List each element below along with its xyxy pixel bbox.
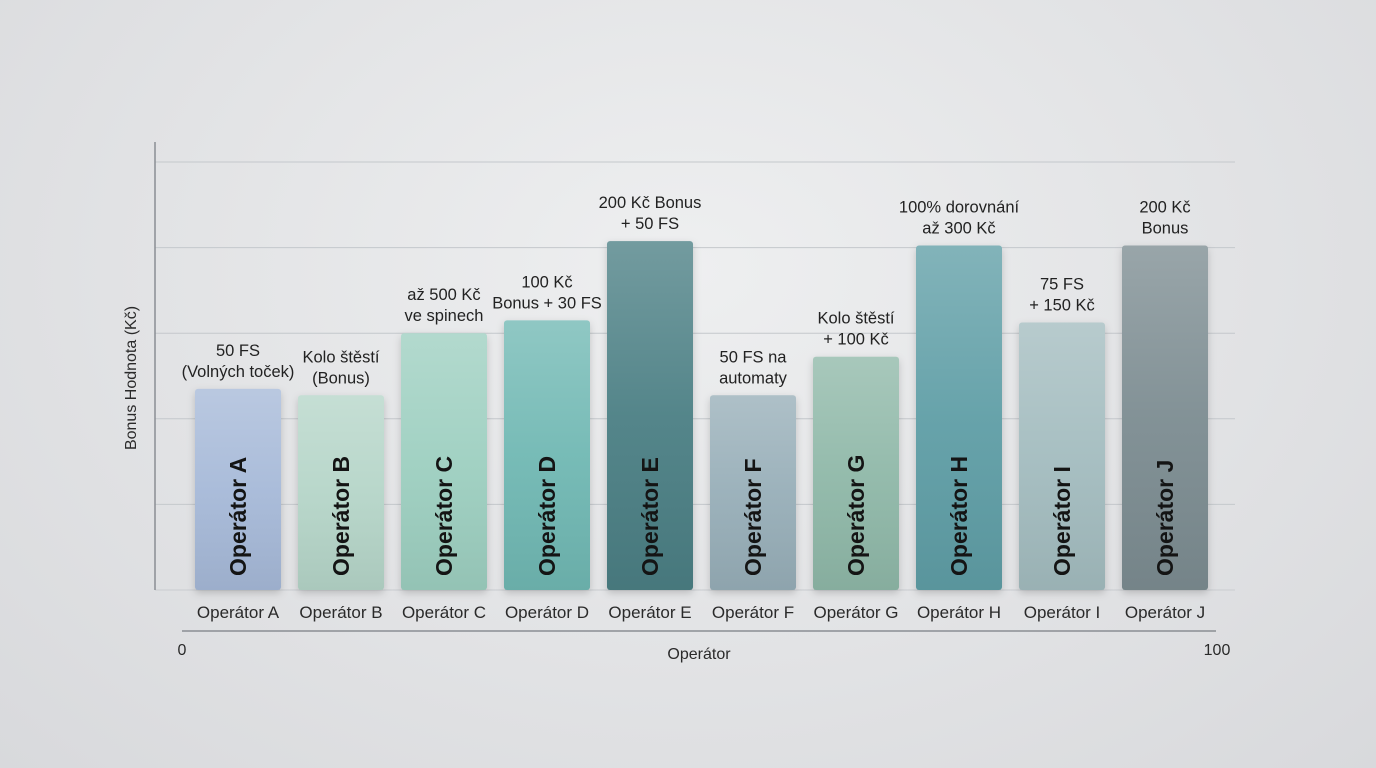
- bar-annotation-line: 200 Kč Bonus: [599, 194, 702, 212]
- x-tick-label: Operátor I: [1024, 603, 1101, 622]
- bar-label: Operátor G: [843, 455, 869, 576]
- bar-label: Operátor H: [946, 456, 972, 576]
- x-tick-label: Operátor B: [299, 603, 382, 622]
- y-axis-label: Bonus Hodnota (Kč): [123, 306, 140, 450]
- bar-annotation-line: až 500 Kč: [407, 286, 480, 304]
- bar-annotation: 200 Kč Bonus: [1139, 198, 1190, 237]
- bar-annotation-line: 100% dorovnání: [899, 198, 1020, 216]
- bar-annotation-line: 75 FS: [1040, 276, 1084, 294]
- bar-annotation-line: automaty: [719, 369, 788, 387]
- bar-gloss: [710, 395, 796, 590]
- bar-annotation-line: 50 FS: [216, 342, 260, 360]
- bar-annotation-line: + 50 FS: [621, 215, 679, 233]
- x-tick-label: Operátor E: [608, 603, 691, 622]
- bar-annotation-line: + 100 Kč: [823, 331, 889, 349]
- bar-annotation-line: 200 Kč: [1139, 198, 1190, 216]
- bar-annotation: 50 FS (Volných toček): [182, 342, 295, 381]
- x-axis-range-max: 100: [1204, 642, 1231, 659]
- bar-gloss: [298, 395, 384, 590]
- bar-annotation-line: až 300 Kč: [922, 219, 995, 237]
- bar-annotation-line: (Bonus): [312, 369, 370, 387]
- bars: [195, 241, 1208, 590]
- bar-label: Operátor I: [1049, 466, 1075, 576]
- bar-label: Operátor J: [1152, 460, 1178, 576]
- bar-annotation: Kolo štěstí + 100 Kč: [817, 310, 894, 349]
- bar-gloss: [813, 356, 899, 590]
- bar-label: Operátor C: [431, 456, 457, 576]
- bar-annotation-line: Bonus + 30 FS: [492, 294, 602, 312]
- bar-gloss: [195, 388, 281, 590]
- bar-annotation: 100% dorovnání až 300 Kč: [899, 198, 1020, 237]
- labels: Operátor A 50 FS (Volných toček) Operátor A…: [182, 194, 1206, 622]
- bar-annotation-line: Kolo štěstí: [302, 348, 379, 366]
- bar-gloss: [504, 320, 590, 590]
- bar-annotation-line: Kolo štěstí: [817, 310, 894, 328]
- x-tick-label: Operátor A: [197, 603, 280, 622]
- bar-label: Operátor B: [328, 456, 354, 576]
- bar-gloss: [401, 333, 487, 590]
- bar-label: Operátor A: [225, 457, 251, 576]
- bar-label: Operátor F: [740, 458, 766, 576]
- bar-annotation: 100 Kč Bonus + 30 FS: [492, 273, 602, 312]
- bar-annotation: Kolo štěstí (Bonus): [302, 348, 379, 387]
- bar-annotation-line: ve spinech: [405, 307, 484, 325]
- x-axis-label: Operátor: [667, 646, 731, 663]
- bar-gloss: [916, 245, 1002, 590]
- bar-annotation: 50 FS na automaty: [719, 348, 788, 387]
- x-tick-label: Operátor F: [712, 603, 794, 622]
- bar-annotation-line: + 150 Kč: [1029, 297, 1095, 315]
- bar-annotation: 75 FS + 150 Kč: [1029, 276, 1095, 315]
- bar-annotation-line: (Volných toček): [182, 363, 295, 381]
- bar-label: Operátor E: [637, 457, 663, 576]
- x-tick-label: Operátor G: [813, 603, 898, 622]
- bar-label: Operátor D: [534, 456, 560, 576]
- x-tick-label: Operátor C: [402, 603, 486, 622]
- bar-gloss: [1122, 245, 1208, 590]
- x-axis-range-min: 0: [178, 642, 187, 659]
- bar-annotation-line: 100 Kč: [521, 273, 572, 291]
- bar-annotation: 200 Kč Bonus + 50 FS: [599, 194, 702, 233]
- x-tick-label: Operátor J: [1125, 603, 1205, 622]
- axes: Bonus Hodnota (Kč) 0 100 Operátor: [123, 142, 1230, 663]
- bar-gloss: [1019, 322, 1105, 590]
- x-tick-label: Operátor D: [505, 603, 589, 622]
- x-tick-label: Operátor H: [917, 603, 1001, 622]
- bar-annotation: až 500 Kč ve spinech: [405, 286, 484, 325]
- bar-annotation-line: 50 FS na: [720, 348, 788, 366]
- bar-annotation-line: Bonus: [1142, 219, 1189, 237]
- bar-gloss: [607, 241, 693, 590]
